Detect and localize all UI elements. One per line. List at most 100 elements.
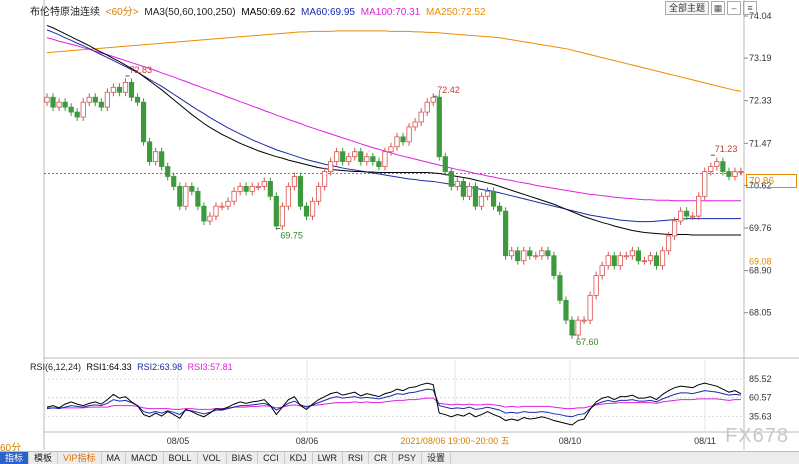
candle-body (424, 101, 430, 113)
candle-body (315, 185, 322, 202)
rsi-header: RSI(6,12,24) RSI1:64.33 RSI2:63.98 RSI3:… (30, 362, 236, 372)
candle-body (322, 171, 328, 187)
candle-body (545, 250, 551, 257)
rsi-tick-label: 85.52 (749, 374, 772, 384)
candle-body (153, 151, 159, 163)
price-tick-label: 71.47 (749, 138, 772, 148)
rsi3-value: RSI3:57.81 (187, 362, 233, 372)
annotation-low2: 67.60 (576, 337, 599, 347)
ma100-value: MA100:70.31 (360, 7, 421, 18)
price-tick-label: 68.90 (749, 266, 772, 276)
rsi2-line (46, 388, 742, 418)
candle-body (436, 96, 442, 158)
tab-13[interactable]: PSY (393, 452, 422, 464)
minimize-icon[interactable]: – (727, 1, 741, 15)
ma50-value: MA50:69.62 (241, 7, 296, 18)
tab-3[interactable]: MA (102, 452, 127, 464)
candle-body (92, 96, 98, 103)
candle-body (183, 185, 189, 207)
candle-body (563, 299, 569, 321)
candle-body (370, 156, 376, 163)
instrument-title: 布伦特原油连续 (30, 7, 100, 18)
candle-body (587, 294, 593, 321)
rsi3-line (47, 397, 741, 410)
current-price-tag: 70.86 (746, 174, 797, 188)
tab-8[interactable]: CCI (258, 452, 285, 464)
candle-body (56, 101, 62, 108)
period-label[interactable]: 60分 (0, 443, 22, 454)
candle-body (478, 195, 485, 207)
candle-body (696, 195, 702, 217)
tab-11[interactable]: RSI (343, 452, 369, 464)
candle-body (195, 190, 201, 207)
candle-body (466, 185, 473, 197)
annotation-high3: 71.23 (715, 144, 738, 154)
tab-5[interactable]: BOLL (164, 452, 198, 464)
candle-body (732, 171, 738, 177)
theme-select[interactable]: 全部主题 (664, 1, 709, 15)
candle-body (442, 156, 448, 172)
tab-2[interactable]: VIP指标 (58, 452, 102, 464)
candle-body (134, 96, 141, 103)
candle-body (684, 210, 690, 217)
grid-icon[interactable]: ▦ (711, 1, 725, 15)
candle-body (297, 176, 304, 207)
x-tick-label: 08/10 (559, 436, 582, 446)
tab-9[interactable]: KDJ (285, 452, 313, 464)
watermark: FX678 (725, 425, 789, 447)
candle-body (267, 181, 273, 197)
candle-body (334, 151, 340, 163)
candle-body (128, 81, 135, 98)
candle-body (623, 255, 629, 258)
candle-body (678, 210, 684, 222)
candle-body (418, 111, 424, 123)
candle-body (593, 275, 599, 296)
candle-body (454, 181, 460, 187)
candle-body (291, 176, 298, 187)
annotation-high2: 72.42 (437, 85, 460, 95)
candle-body (497, 205, 503, 212)
rsi-label[interactable]: RSI(6,12,24) (30, 362, 82, 372)
candle-body (430, 96, 436, 103)
candle-body (219, 205, 225, 208)
candle-body (231, 190, 237, 202)
candle-body (690, 215, 696, 218)
candle-body (243, 185, 249, 192)
candle-body (249, 185, 255, 192)
tab-1[interactable]: 模板 (29, 452, 59, 464)
ma60-value: MA60:69.95 (301, 7, 355, 18)
candle-body (527, 250, 533, 257)
candle-body (147, 141, 153, 163)
ma60-line (46, 29, 741, 223)
rsi1-value: RSI1:64.33 (86, 362, 132, 372)
tab-10[interactable]: LWR (313, 452, 343, 464)
candle-body (358, 151, 364, 163)
candle-body (629, 250, 635, 257)
candle-body (720, 161, 726, 172)
tab-7[interactable]: BIAS (227, 452, 259, 464)
candle-body (140, 101, 147, 143)
tab-4[interactable]: MACD (126, 452, 164, 464)
tab-6[interactable]: VOL (198, 452, 227, 464)
candle-body (388, 146, 394, 153)
candle-body (448, 171, 454, 187)
candle-body (503, 210, 509, 257)
tab-12[interactable]: CR (369, 452, 393, 464)
candle-body (62, 101, 68, 108)
candle-body (189, 185, 195, 192)
price-tick-label: 69.76 (749, 223, 772, 233)
candle-body (726, 171, 732, 177)
candle-body (708, 166, 714, 172)
tab-14[interactable]: 设置 (422, 452, 451, 464)
candle-body (539, 250, 545, 257)
ma-label[interactable]: MA3(50,60,100,250) (144, 7, 236, 18)
tab-0[interactable]: 指标 (0, 452, 30, 464)
period-icon[interactable]: <60分> (105, 7, 139, 18)
settings-icon[interactable]: ≡ (743, 1, 757, 15)
candle-body (382, 151, 388, 167)
candle-body (738, 171, 744, 173)
candle-body (261, 181, 267, 187)
candle-body (635, 250, 641, 262)
candle-body (509, 250, 515, 257)
